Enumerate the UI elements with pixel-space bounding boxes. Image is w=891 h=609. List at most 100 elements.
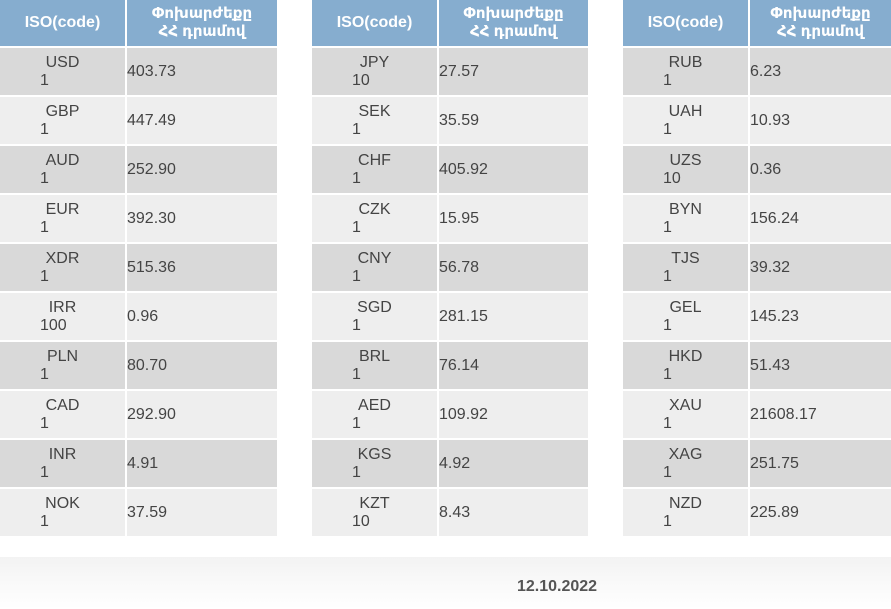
currency-row: EUR 1 392.30 bbox=[0, 195, 277, 244]
table-header-row: ISO(code) Փոխարժեքը ՀՀ դրամով bbox=[312, 0, 588, 48]
currency-row: BYN 1 156.24 bbox=[623, 195, 891, 244]
currency-row: AUD 1 252.90 bbox=[0, 146, 277, 195]
iso-code-header: ISO(code) bbox=[0, 0, 125, 48]
currency-code-cell: UZS 10 bbox=[623, 146, 748, 195]
currency-unit-amount: 1 bbox=[663, 218, 672, 236]
currency-code: XDR bbox=[45, 249, 80, 267]
currency-row: IRR 100 0.96 bbox=[0, 293, 277, 342]
currency-code: CZK bbox=[358, 200, 391, 218]
currency-code-cell: GEL 1 bbox=[623, 293, 748, 342]
exchange-rate-value: 39.32 bbox=[748, 244, 891, 293]
table-header-row: ISO(code) Փոխարժեքը ՀՀ դրամով bbox=[623, 0, 891, 48]
currency-code-cell: SGD 1 bbox=[312, 293, 437, 342]
currency-code-cell: UAH 1 bbox=[623, 97, 748, 146]
exchange-rate-value: 80.70 bbox=[125, 342, 277, 391]
currency-row: KZT 10 8.43 bbox=[312, 489, 588, 538]
currency-row: RUB 1 6.23 bbox=[623, 48, 891, 97]
exchange-rate-value: 0.96 bbox=[125, 293, 277, 342]
currency-code: UZS bbox=[669, 151, 702, 169]
currency-unit-amount: 1 bbox=[352, 218, 361, 236]
currency-row: TJS 1 39.32 bbox=[623, 244, 891, 293]
currency-code: XAU bbox=[669, 396, 702, 414]
currency-row: BRL 1 76.14 bbox=[312, 342, 588, 391]
currency-row: CAD 1 292.90 bbox=[0, 391, 277, 440]
rates-table-2: ISO(code) Փոխարժեքը ՀՀ դրամով JPY 10 27.57… bbox=[312, 0, 588, 538]
currency-code-cell: KGS 1 bbox=[312, 440, 437, 489]
currency-code: NZD bbox=[669, 494, 702, 512]
rates-date: 12.10.2022 bbox=[517, 578, 598, 595]
currency-row: KGS 1 4.92 bbox=[312, 440, 588, 489]
currency-code-cell: NOK 1 bbox=[0, 489, 125, 538]
currency-code-cell: KZT 10 bbox=[312, 489, 437, 538]
currency-code-cell: EUR 1 bbox=[0, 195, 125, 244]
currency-unit-amount: 1 bbox=[40, 120, 49, 138]
exchange-rate-value: 145.23 bbox=[748, 293, 891, 342]
rate-header-line1: Փոխարժեքը bbox=[463, 5, 564, 22]
currency-unit-amount: 1 bbox=[663, 365, 672, 383]
currency-row: UAH 1 10.93 bbox=[623, 97, 891, 146]
currency-unit-amount: 1 bbox=[40, 218, 49, 236]
exchange-rate-value: 6.23 bbox=[748, 48, 891, 97]
currency-row: SEK 1 35.59 bbox=[312, 97, 588, 146]
currency-unit-amount: 1 bbox=[40, 414, 49, 432]
currency-code: NOK bbox=[45, 494, 80, 512]
currency-row: JPY 10 27.57 bbox=[312, 48, 588, 97]
currency-code: BYN bbox=[669, 200, 702, 218]
exchange-rate-value: 109.92 bbox=[437, 391, 588, 440]
currency-unit-amount: 1 bbox=[40, 71, 49, 89]
currency-unit-amount: 1 bbox=[352, 414, 361, 432]
currency-code: EUR bbox=[45, 200, 80, 218]
currency-code-cell: INR 1 bbox=[0, 440, 125, 489]
currency-code-cell: JPY 10 bbox=[312, 48, 437, 97]
rates-table-body: USD 1 403.73 GBP 1 447.49 AUD 1 252.90 EUR 1 392.30… bbox=[0, 48, 277, 538]
exchange-rate-value: 35.59 bbox=[437, 97, 588, 146]
exchange-rate-value: 515.36 bbox=[125, 244, 277, 293]
currency-unit-amount: 1 bbox=[352, 316, 361, 334]
currency-code: KZT bbox=[359, 494, 390, 512]
currency-code: CHF bbox=[358, 151, 391, 169]
rate-header-line2: ՀՀ դրամով bbox=[470, 23, 557, 40]
currency-code: TJS bbox=[671, 249, 700, 267]
currency-unit-amount: 1 bbox=[663, 463, 672, 481]
exchange-rates-section: ISO(code) Փոխարժեքը ՀՀ դրամով USD 1 403.73… bbox=[0, 0, 891, 538]
exchange-rate-value: 15.95 bbox=[437, 195, 588, 244]
currency-unit-amount: 1 bbox=[40, 267, 49, 285]
currency-unit-amount: 1 bbox=[663, 71, 672, 89]
exchange-rate-value: 392.30 bbox=[125, 195, 277, 244]
currency-row: NOK 1 37.59 bbox=[0, 489, 277, 538]
currency-unit-amount: 1 bbox=[663, 316, 672, 334]
rate-amd-header: Փոխարժեքը ՀՀ դրամով bbox=[125, 0, 277, 48]
currency-row: XAU 1 21608.17 bbox=[623, 391, 891, 440]
rates-table-1: ISO(code) Փոխարժեքը ՀՀ դրամով USD 1 403.73… bbox=[0, 0, 277, 538]
currency-unit-amount: 1 bbox=[40, 463, 49, 481]
currency-code: GBP bbox=[45, 102, 80, 120]
exchange-rate-value: 281.15 bbox=[437, 293, 588, 342]
currency-unit-amount: 1 bbox=[663, 512, 672, 530]
currency-unit-amount: 1 bbox=[352, 365, 361, 383]
currency-unit-amount: 1 bbox=[663, 414, 672, 432]
currency-code-cell: CAD 1 bbox=[0, 391, 125, 440]
currency-row: HKD 1 51.43 bbox=[623, 342, 891, 391]
rate-header-line1: Փոխարժեքը bbox=[151, 5, 253, 22]
currency-row: CNY 1 56.78 bbox=[312, 244, 588, 293]
currency-row: CHF 1 405.92 bbox=[312, 146, 588, 195]
currency-unit-amount: 10 bbox=[352, 71, 370, 89]
exchange-rate-value: 27.57 bbox=[437, 48, 588, 97]
currency-code: PLN bbox=[46, 347, 79, 365]
exchange-rate-value: 56.78 bbox=[437, 244, 588, 293]
exchange-rate-value: 405.92 bbox=[437, 146, 588, 195]
exchange-rate-value: 225.89 bbox=[748, 489, 891, 538]
currency-code: SEK bbox=[358, 102, 391, 120]
currency-row: UZS 10 0.36 bbox=[623, 146, 891, 195]
currency-code-cell: BYN 1 bbox=[623, 195, 748, 244]
rate-header-line2: ՀՀ դրամով bbox=[158, 23, 246, 40]
currency-row: INR 1 4.91 bbox=[0, 440, 277, 489]
currency-row: GEL 1 145.23 bbox=[623, 293, 891, 342]
currency-code-cell: XAG 1 bbox=[623, 440, 748, 489]
exchange-rate-value: 252.90 bbox=[125, 146, 277, 195]
currency-code: IRR bbox=[48, 298, 77, 316]
currency-code-cell: NZD 1 bbox=[623, 489, 748, 538]
currency-row: SGD 1 281.15 bbox=[312, 293, 588, 342]
currency-code-cell: CNY 1 bbox=[312, 244, 437, 293]
iso-code-header: ISO(code) bbox=[312, 0, 437, 48]
